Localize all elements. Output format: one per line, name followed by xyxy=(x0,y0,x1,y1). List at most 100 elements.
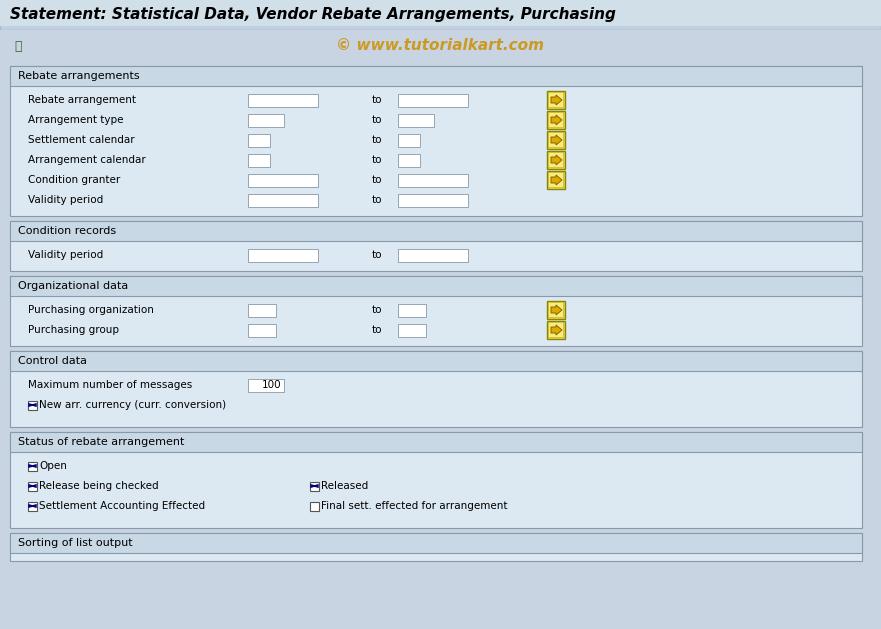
Bar xyxy=(28,462,37,470)
Bar xyxy=(10,66,862,216)
Bar xyxy=(248,248,318,262)
Polygon shape xyxy=(551,135,562,145)
Bar xyxy=(28,401,37,409)
Bar xyxy=(10,221,862,271)
Bar xyxy=(10,221,862,241)
Bar xyxy=(0,30,881,62)
Text: Sorting of list output: Sorting of list output xyxy=(18,538,133,548)
Text: Organizational data: Organizational data xyxy=(18,281,129,291)
Polygon shape xyxy=(551,95,562,105)
Text: Purchasing organization: Purchasing organization xyxy=(28,305,154,315)
Text: Purchasing group: Purchasing group xyxy=(28,325,119,335)
Bar xyxy=(398,94,468,106)
Bar xyxy=(0,0,881,30)
Text: 100: 100 xyxy=(262,380,281,390)
Bar xyxy=(548,152,563,167)
Bar xyxy=(398,113,434,126)
Bar xyxy=(28,501,37,511)
Polygon shape xyxy=(551,305,562,315)
Text: Condition granter: Condition granter xyxy=(28,175,120,185)
Bar xyxy=(248,113,284,126)
Bar xyxy=(548,322,566,340)
Bar xyxy=(548,322,563,337)
Text: Released: Released xyxy=(321,481,368,491)
Text: to: to xyxy=(372,155,382,165)
Bar xyxy=(548,172,566,190)
Text: Validity period: Validity period xyxy=(28,195,103,205)
Text: to: to xyxy=(372,95,382,105)
Bar xyxy=(398,304,426,316)
Bar xyxy=(398,133,420,147)
Bar xyxy=(548,132,566,150)
Bar xyxy=(248,304,276,316)
Bar xyxy=(548,152,566,170)
Bar xyxy=(0,0,881,26)
Bar xyxy=(548,302,566,320)
Bar xyxy=(547,171,565,189)
Bar xyxy=(548,172,563,187)
Bar xyxy=(10,533,862,553)
Text: Maximum number of messages: Maximum number of messages xyxy=(28,380,192,390)
Bar xyxy=(548,92,563,107)
Text: Control data: Control data xyxy=(18,356,87,366)
Text: to: to xyxy=(372,325,382,335)
Polygon shape xyxy=(551,325,562,335)
Text: Status of rebate arrangement: Status of rebate arrangement xyxy=(18,437,184,447)
Text: New arr. currency (curr. conversion): New arr. currency (curr. conversion) xyxy=(39,400,226,410)
Bar xyxy=(248,379,284,391)
Text: Arrangement type: Arrangement type xyxy=(28,115,123,125)
Bar xyxy=(248,194,318,206)
Bar xyxy=(548,132,563,147)
Bar xyxy=(10,533,862,561)
Text: Rebate arrangements: Rebate arrangements xyxy=(18,71,139,81)
Polygon shape xyxy=(551,155,562,165)
Text: ⌛: ⌛ xyxy=(14,40,22,52)
Text: to: to xyxy=(372,175,382,185)
Text: Final sett. effected for arrangement: Final sett. effected for arrangement xyxy=(321,501,507,511)
Bar xyxy=(398,153,420,167)
Bar xyxy=(248,153,270,167)
Text: Arrangement calendar: Arrangement calendar xyxy=(28,155,145,165)
Text: to: to xyxy=(372,135,382,145)
Text: to: to xyxy=(372,115,382,125)
Text: Condition records: Condition records xyxy=(18,226,116,236)
Bar xyxy=(248,174,318,187)
Bar xyxy=(548,112,566,130)
Bar xyxy=(548,302,563,317)
Polygon shape xyxy=(551,175,562,185)
Text: Validity period: Validity period xyxy=(28,250,103,260)
Bar xyxy=(398,174,468,187)
Bar xyxy=(10,351,862,427)
Bar xyxy=(28,482,37,491)
Text: to: to xyxy=(372,305,382,315)
Bar xyxy=(398,248,468,262)
Bar xyxy=(10,351,862,371)
Bar xyxy=(548,112,563,127)
Bar xyxy=(547,301,565,319)
Bar xyxy=(547,111,565,129)
Bar xyxy=(248,133,270,147)
Bar xyxy=(10,432,862,452)
Bar xyxy=(10,432,862,528)
Bar xyxy=(248,94,318,106)
Bar xyxy=(548,92,566,110)
Bar xyxy=(10,276,862,296)
Text: Rebate arrangement: Rebate arrangement xyxy=(28,95,136,105)
Bar xyxy=(398,323,426,337)
Bar xyxy=(547,91,565,109)
Text: to: to xyxy=(372,195,382,205)
Text: © www.tutorialkart.com: © www.tutorialkart.com xyxy=(337,38,544,53)
Bar xyxy=(547,151,565,169)
Text: Open: Open xyxy=(39,461,67,471)
Bar xyxy=(547,131,565,149)
Text: to: to xyxy=(372,250,382,260)
Bar xyxy=(310,501,319,511)
Bar xyxy=(547,321,565,339)
Bar xyxy=(10,66,862,86)
Text: Settlement Accounting Effected: Settlement Accounting Effected xyxy=(39,501,205,511)
Bar xyxy=(10,276,862,346)
Text: Settlement calendar: Settlement calendar xyxy=(28,135,135,145)
Polygon shape xyxy=(551,115,562,125)
Text: Release being checked: Release being checked xyxy=(39,481,159,491)
Bar xyxy=(398,194,468,206)
